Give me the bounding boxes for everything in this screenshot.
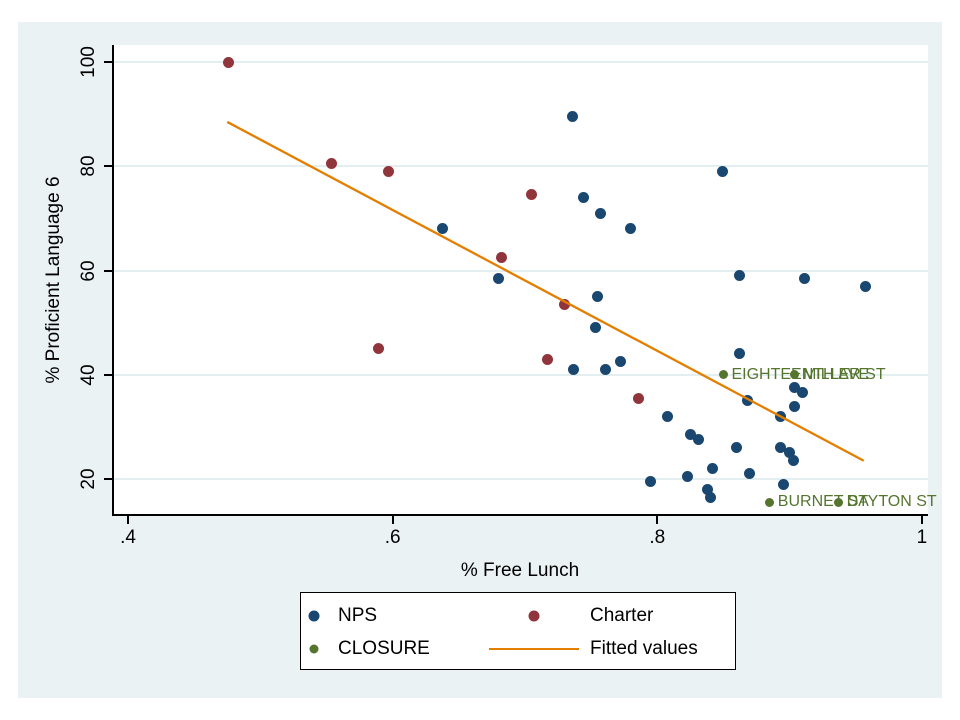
- x-tick: [920, 516, 923, 524]
- nps-point: [774, 442, 786, 454]
- nps-point: [784, 447, 796, 459]
- nps-point: [594, 207, 606, 219]
- charter-point: [326, 158, 338, 170]
- charter-point: [223, 56, 235, 68]
- nps-point: [733, 270, 745, 282]
- charter-point: [495, 251, 507, 263]
- charter-point: [541, 353, 553, 365]
- y-tick-label: 40: [78, 364, 99, 386]
- nps-point: [707, 463, 719, 475]
- nps-point: [625, 223, 637, 235]
- nps-point: [682, 470, 694, 482]
- closure-point: [765, 497, 775, 507]
- nps-point: [592, 291, 604, 303]
- nps-point: [731, 442, 743, 454]
- closure-point-label: DAYTON ST: [846, 493, 937, 511]
- nps-point: [789, 400, 801, 412]
- y-tick: [104, 269, 112, 272]
- legend-label-closure: CLOSURE: [338, 638, 430, 659]
- grid-line: [113, 61, 928, 63]
- nps-point: [493, 272, 505, 284]
- closure-point-label: EIGHTEENTH AVE: [731, 365, 869, 383]
- x-axis-title: % Free Lunch: [460, 560, 580, 581]
- y-tick: [104, 373, 112, 376]
- x-tick: [656, 516, 659, 524]
- nps-point: [733, 348, 745, 360]
- y-tick-label: 100: [78, 46, 99, 78]
- y-tick: [104, 61, 112, 63]
- charter-point: [372, 343, 384, 355]
- x-tick-label: 1: [916, 527, 928, 548]
- nps-point: [797, 387, 809, 399]
- charter-point: [383, 165, 395, 177]
- closure-point: [834, 497, 844, 507]
- nps-point: [798, 272, 810, 284]
- nps-point: [777, 478, 789, 490]
- y-tick-label: 80: [78, 155, 99, 177]
- closure-point: [718, 370, 728, 380]
- nps-point: [645, 476, 657, 488]
- legend-label-charter: Charter: [590, 605, 654, 626]
- charter-dot-icon: [528, 610, 540, 622]
- nps-point: [568, 364, 580, 376]
- plot-area: EIGHTEENTH AVE MILLER ST BURNET ST DAYTON S…: [113, 45, 937, 515]
- nps-dot-icon: [308, 610, 320, 622]
- x-tick-label: .8: [649, 527, 666, 548]
- charter-point: [559, 298, 571, 310]
- y-tick-label: 60: [78, 259, 99, 282]
- x-tick-label: .6: [384, 527, 401, 548]
- fitted-line-icon: [489, 648, 579, 650]
- charter-point: [526, 189, 538, 201]
- nps-point: [614, 356, 626, 368]
- nps-point: [437, 223, 449, 235]
- y-axis-title: % Proficient Language 6: [43, 176, 64, 384]
- nps-point: [716, 165, 728, 177]
- nps-point: [589, 322, 601, 334]
- y-axis-line: [112, 45, 114, 516]
- nps-point: [859, 280, 871, 292]
- nps-point: [567, 111, 579, 123]
- x-axis-line: [112, 514, 928, 516]
- nps-point: [789, 382, 801, 394]
- grid-line: [113, 373, 928, 376]
- closure-point: [790, 370, 800, 380]
- nps-point: [741, 395, 753, 407]
- nps-point: [600, 364, 612, 376]
- fitted-line: [226, 120, 865, 462]
- grid-line: [113, 478, 928, 480]
- y-tick: [104, 165, 112, 168]
- nps-point: [744, 468, 756, 480]
- nps-point: [692, 434, 704, 446]
- x-tick: [391, 516, 394, 524]
- grid-line: [113, 165, 928, 168]
- legend-label-fitted: Fitted values: [590, 638, 698, 659]
- closure-dot-icon: [309, 644, 319, 654]
- x-tick: [127, 516, 129, 524]
- legend-label-nps: NPS: [338, 605, 378, 626]
- closure-point-label: MILLER ST: [802, 365, 886, 383]
- nps-point: [704, 491, 716, 503]
- legend: NPS Charter CLOSURE Fitted values: [300, 592, 736, 670]
- x-tick-label: .4: [120, 527, 136, 548]
- nps-point: [662, 410, 674, 422]
- grid-line: [113, 269, 928, 272]
- y-tick-label: 20: [78, 468, 99, 490]
- closure-point-label: BURNET ST: [777, 493, 869, 511]
- nps-point: [684, 429, 696, 441]
- charter-point: [633, 392, 645, 404]
- y-tick: [104, 478, 112, 480]
- nps-point: [577, 192, 589, 204]
- nps-point: [788, 455, 800, 467]
- nps-point: [702, 483, 714, 495]
